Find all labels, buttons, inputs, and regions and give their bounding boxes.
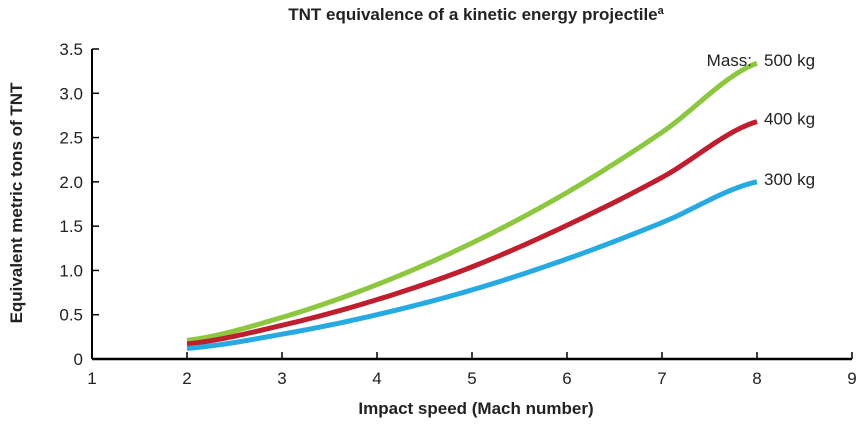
x-tick-label: 9 [847, 369, 856, 388]
y-tick-label: 1.5 [59, 217, 83, 236]
plot-area: 500 kg 400 kg 300 kg Mass: [186, 51, 815, 351]
y-tick-label: 3.0 [59, 84, 83, 103]
x-tick-label: 5 [467, 369, 476, 388]
x-tick-label: 6 [562, 369, 571, 388]
x-tick-label: 1 [87, 369, 96, 388]
series-line-400-kg [186, 119, 758, 347]
y-tick-label: 1.0 [59, 261, 83, 280]
axes: 1 2 3 4 5 6 7 8 9 0 0.5 1.0 1.5 2.0 2.5 3.0 3.5 [59, 40, 856, 388]
chart-title-superscript: a [658, 5, 665, 17]
series-line-300-kg [186, 179, 758, 351]
chart-title-main: TNT equivalence of a kinetic energy proj… [288, 5, 657, 24]
y-tick-label: 0 [74, 350, 83, 369]
y-axis-label: Equivalent metric tons of TNT [7, 82, 26, 323]
x-tick-label: 3 [277, 369, 286, 388]
series-label: 400 kg [764, 110, 815, 129]
x-tick-label: 4 [372, 369, 381, 388]
y-tick-label: 2.5 [59, 129, 83, 148]
chart-title: TNT equivalence of a kinetic energy proj… [288, 5, 664, 24]
x-axis-label: Impact speed (Mach number) [358, 399, 593, 418]
series-line-500-kg [186, 60, 758, 343]
series-label: 500 kg [764, 51, 815, 70]
y-tick-label: 3.5 [59, 40, 83, 59]
x-tick-label: 8 [752, 369, 761, 388]
y-tick-label: 0.5 [59, 306, 83, 325]
series-label: 300 kg [764, 170, 815, 189]
x-tick-label: 7 [657, 369, 666, 388]
y-tick-label: 2.0 [59, 173, 83, 192]
legend-prefix: Mass: [707, 51, 752, 70]
x-tick-label: 2 [182, 369, 191, 388]
